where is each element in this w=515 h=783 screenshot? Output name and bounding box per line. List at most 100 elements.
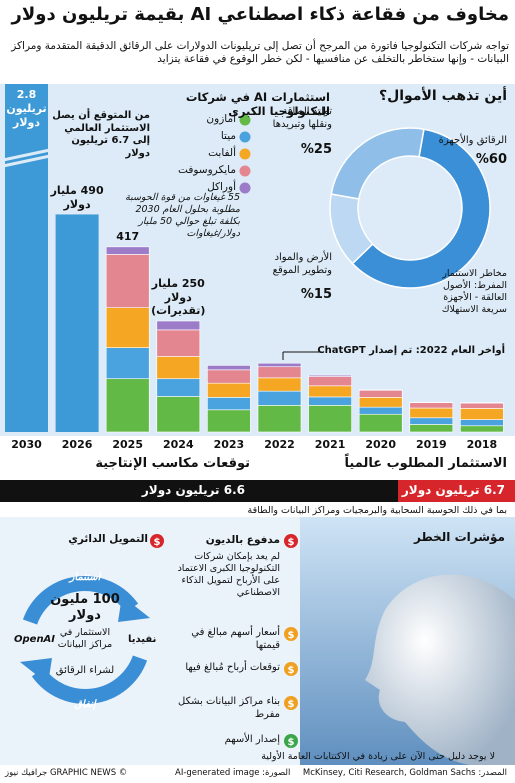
donut-segment [330,127,425,200]
section-title: توقعات مكاسب الإنتاجية [95,456,250,471]
legend-swatch [239,148,251,160]
risk-label: توقعات أرباح مُبالغ فيها [185,662,280,673]
x-tick-label: 2021 [314,438,346,451]
data-label: 2.8 تريليون دولار [6,88,47,129]
bar-segment [358,413,403,433]
legend-label: أوراكل [207,181,236,193]
pie-value: %60 [475,152,507,167]
donut-segment [329,193,374,265]
risk-label: مدفوع بالديون [205,534,280,546]
pie-label: توليد الطاقة ونقلها وتبريدها [272,106,332,130]
cycle-title: التمويل الدائري [68,533,148,545]
legend-swatch [239,165,251,177]
subtitle: تواجه شركات التكنولوجيا فاتورة من المرجح… [11,40,509,65]
pie-note: مخاطر الاستثمار المفرط: الأصول العالقة -… [441,268,507,315]
pie-label: الأرض والمواد وتطوير الموقع [272,252,332,276]
bar-segment [156,396,201,433]
x-tick-label: 2024 [162,438,194,451]
bar-segment [156,356,201,380]
bar-segment [257,362,302,368]
risk-icon [284,662,298,676]
cycle-label: نفيديا [128,634,157,645]
bar-segment [105,307,150,348]
arrowhead [20,658,52,684]
annotation: أواخر العام 2022: تم إصدار ChatGPT [317,345,505,356]
bar-segment [460,402,504,409]
lower-background [0,517,300,765]
data-label: 417 [116,230,140,244]
cycle-arrow-bottom [31,655,148,705]
bar-segment [460,419,504,427]
bar-segment [257,405,302,433]
title: مخاوف من فقاعة ذكاء اصطناعي AI بقيمة تري… [11,4,510,25]
risk-icon [284,534,298,548]
bar-segment [358,397,403,408]
legend-label: أمازون [206,113,236,125]
risk-text: لم يعد بإمكان شركات التكنولوجيا الكبرى ا… [177,551,280,598]
risk-label: إصدار الأسهم [224,734,280,745]
pie-title: أين تذهب الأموال؟ [378,88,507,104]
bar-segment [105,378,150,433]
bar [55,214,99,432]
bar-segment [207,365,251,371]
bar-segment [207,397,251,411]
bar-segment [409,424,454,433]
data-label: 490 مليار دولار [50,183,104,211]
red-box [398,480,515,502]
ai-face [365,574,515,765]
risk-label: بناء مراكز البيانات بشكل مفرط [178,696,280,720]
bar-segment [105,254,150,308]
bar-segment [460,408,504,420]
plot [2,84,504,433]
bar-segment [207,409,251,433]
note: بما في ذلك الحوسبة السحابية والبرمجيات و… [247,505,507,516]
cycle-arrow-top [22,575,139,625]
bar-segment [409,407,454,419]
risk-icon-symbol: $ [288,737,295,748]
cycle-label: لشراء الرقائق [55,665,115,676]
risk-icon [150,534,164,548]
risks-title: مؤشرات الخطر [414,530,505,544]
bar-segment [308,405,352,433]
black-strip [0,480,515,502]
required-value: 6.7 تريليون دولار [401,483,505,497]
legend-swatch [239,114,251,126]
bar-segment [257,377,302,392]
cycle-label: إنفاق [74,699,96,710]
bar-segment [156,320,201,331]
risk-icon-symbol: $ [288,630,295,641]
bar [5,84,48,432]
x-tick-label: 2018 [466,438,498,451]
bar-segment [308,396,352,406]
data-label: 250 مليار دولار (تقديرات) [151,276,206,318]
bar-segment [358,389,403,398]
x-tick-label: 2022 [264,438,295,451]
bar-segment [358,406,403,415]
risk-icon-symbol: $ [154,537,161,548]
arrowhead [118,596,150,622]
cycle-amount: 100 مليون دولار [50,592,120,624]
annotation: من المتوقع أن يصل الاستثمار العالمي إلى … [52,110,150,159]
bar-segment [156,378,201,397]
pie-value: %15 [300,287,332,302]
year-strip [0,436,515,453]
pie-label: الرقائق والأجهزة [438,135,507,146]
x-tick-label: 2019 [415,438,447,451]
risk-icon [284,734,298,748]
risk-icon-symbol: $ [288,665,295,676]
bar-segment [207,382,251,398]
risk-label: أسعار أسهم مبالغ في قيمتها [191,627,280,651]
bar-segment [257,390,302,406]
bar-segment [105,347,150,380]
risk-icon-symbol: $ [288,699,295,710]
bar-segment [105,246,150,255]
cycle-label: استثمار [69,572,101,583]
bar-segment [207,369,251,384]
source: المصدر: McKinsey, Citi Research, Goldman… [302,768,507,778]
chatgpt-pointer [282,351,320,360]
legend-swatch [239,182,251,194]
break-mark [2,148,51,168]
bar-segment [156,329,201,357]
cycle-label: OpenAI [14,634,56,645]
